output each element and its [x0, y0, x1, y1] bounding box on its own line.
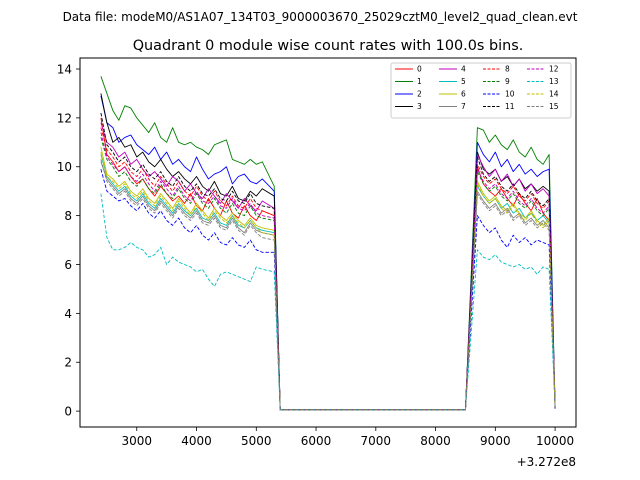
legend-label-7: 7	[461, 102, 466, 111]
legend-box	[390, 62, 572, 119]
x-tick-label: 5000	[241, 434, 272, 448]
legend-label-14: 14	[549, 90, 559, 99]
legend-label-4: 4	[461, 65, 466, 74]
legend-label-3: 3	[417, 102, 422, 111]
legend-label-1: 1	[417, 77, 422, 86]
legend-label-15: 15	[549, 102, 559, 111]
series-line-4	[100, 122, 556, 411]
x-tick-label: 10000	[536, 434, 574, 448]
y-tick-label: 6	[64, 258, 72, 272]
legend-label-13: 13	[549, 77, 559, 86]
series-line-2	[100, 95, 556, 411]
y-axis: 0 2 4 6 8 10 12 14	[57, 62, 80, 419]
x-tick-label: 4000	[181, 434, 212, 448]
series-line-6	[100, 147, 556, 411]
legend-label-0: 0	[417, 65, 422, 74]
chart-suptitle: Data file: modeM0/AS1A07_134T03_90000036…	[63, 10, 578, 24]
y-tick-label: 14	[57, 62, 72, 76]
plot-area-frame	[79, 57, 577, 428]
y-tick-label: 4	[64, 307, 72, 321]
series-line-1	[100, 76, 556, 411]
legend-label-6: 6	[461, 90, 466, 99]
legend-label-2: 2	[417, 90, 422, 99]
chart-title: Quadrant 0 module wise count rates with …	[133, 38, 524, 54]
series-line-13	[100, 193, 556, 411]
series-line-15	[100, 159, 556, 411]
legend-label-10: 10	[505, 90, 515, 99]
x-tick-label: 3000	[121, 434, 152, 448]
legend-label-8: 8	[505, 65, 510, 74]
x-offset-label: +3.272e8	[517, 455, 576, 469]
x-tick-label: 6000	[301, 434, 332, 448]
x-axis: 3000 4000 5000 6000 7000 8000 9000 10000	[121, 427, 574, 448]
y-tick-label: 0	[64, 405, 72, 419]
legend-label-9: 9	[505, 77, 510, 86]
legend-label-12: 12	[549, 65, 559, 74]
series-line-0	[100, 117, 556, 411]
y-tick-label: 10	[57, 160, 72, 174]
series-line-7	[100, 161, 556, 411]
y-tick-label: 2	[64, 356, 72, 370]
series-line-14	[100, 151, 556, 411]
series-line-8	[100, 127, 556, 411]
legend-label-5: 5	[461, 77, 466, 86]
x-tick-label: 9000	[480, 434, 511, 448]
y-tick-label: 8	[64, 209, 72, 223]
series-line-12	[100, 132, 556, 411]
series-line-5	[100, 154, 556, 411]
series-line-3	[100, 93, 556, 411]
x-tick-label: 8000	[420, 434, 451, 448]
legend-label-11: 11	[505, 102, 515, 111]
series-layer	[100, 76, 556, 411]
x-tick-label: 7000	[361, 434, 392, 448]
y-tick-label: 12	[57, 111, 72, 125]
